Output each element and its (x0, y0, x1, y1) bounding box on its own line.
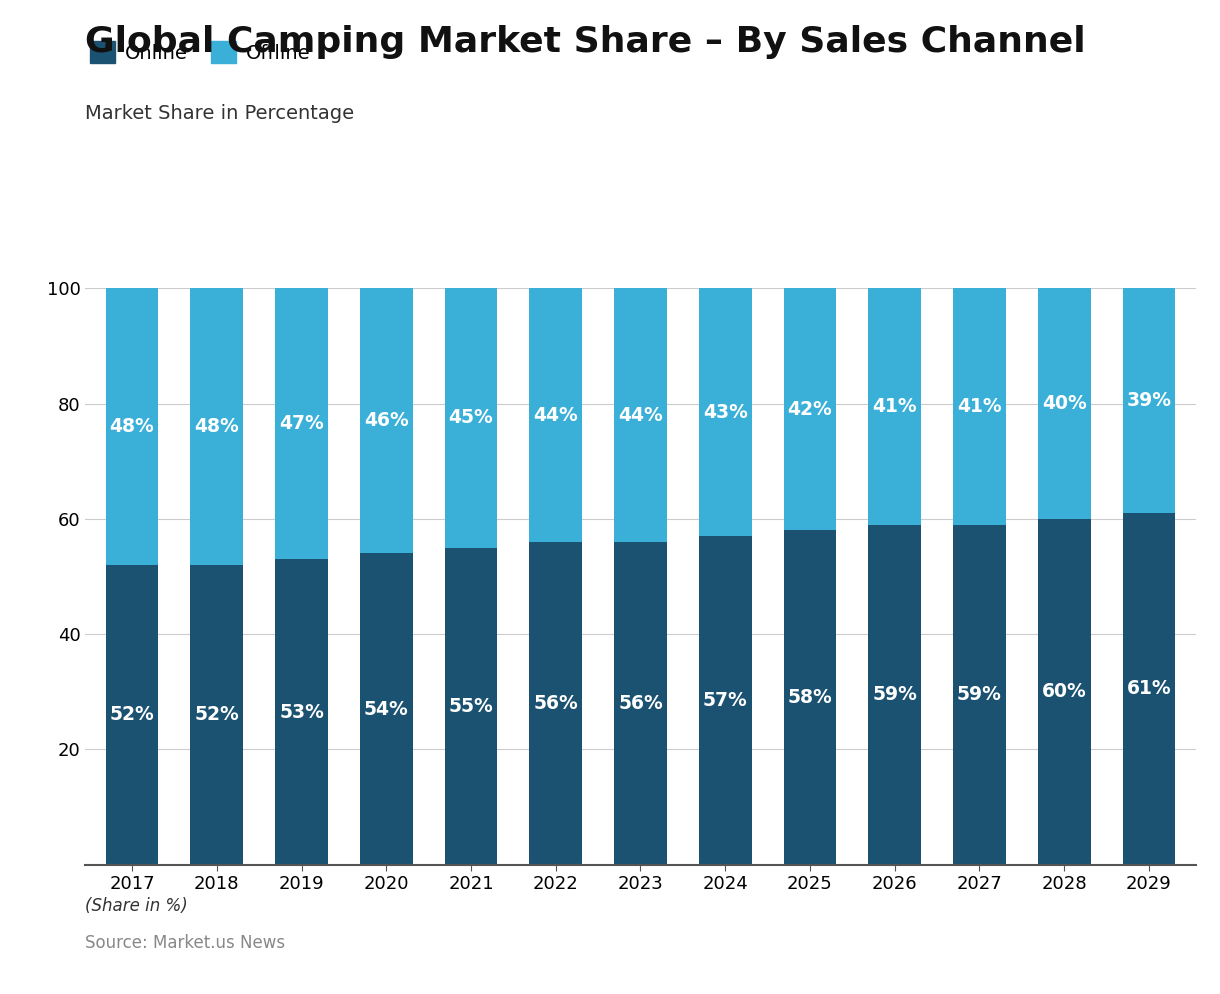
Text: 56%: 56% (619, 694, 662, 713)
Text: 56%: 56% (533, 694, 578, 713)
Bar (869, 288, 921, 525)
Bar (445, 548, 498, 865)
Bar (953, 525, 1005, 865)
Bar (106, 288, 159, 565)
Text: 42%: 42% (788, 400, 832, 418)
Bar (276, 288, 328, 560)
Text: 55%: 55% (449, 697, 493, 716)
Text: 48%: 48% (110, 417, 155, 436)
Bar (106, 565, 159, 865)
Bar (1128, 288, 1169, 865)
Text: 60%: 60% (1042, 682, 1087, 702)
Text: Global Camping Market Share – By Sales Channel: Global Camping Market Share – By Sales C… (85, 25, 1086, 59)
Text: 48%: 48% (194, 417, 239, 436)
Text: 59%: 59% (872, 685, 917, 704)
Bar (789, 288, 831, 865)
Bar (614, 542, 667, 865)
Bar (699, 288, 752, 536)
Text: 52%: 52% (110, 706, 155, 725)
Bar (536, 288, 576, 865)
Bar (1038, 519, 1091, 865)
Bar (875, 288, 915, 865)
Bar (953, 288, 1005, 525)
Text: 46%: 46% (364, 412, 409, 430)
Text: 59%: 59% (956, 685, 1002, 704)
Bar (360, 288, 412, 554)
Bar (281, 288, 322, 865)
Text: 47%: 47% (279, 414, 323, 433)
Bar (783, 531, 836, 865)
Text: 45%: 45% (449, 409, 493, 427)
Text: 44%: 44% (533, 406, 578, 424)
Text: 52%: 52% (194, 706, 239, 725)
Text: 39%: 39% (1126, 392, 1171, 411)
Text: 61%: 61% (1127, 680, 1171, 699)
Text: 41%: 41% (958, 397, 1002, 415)
Bar (1044, 288, 1085, 865)
Bar (1122, 513, 1175, 865)
Bar (529, 542, 582, 865)
Bar (450, 288, 492, 865)
Text: 41%: 41% (872, 397, 917, 415)
Bar (1038, 288, 1091, 519)
Bar (366, 288, 406, 865)
Text: 53%: 53% (279, 703, 325, 722)
Bar (783, 288, 836, 531)
Text: (Share in %): (Share in %) (85, 897, 188, 914)
Bar (869, 525, 921, 865)
Bar (196, 288, 237, 865)
Bar (360, 554, 412, 865)
Bar (614, 288, 667, 542)
Bar (1122, 288, 1175, 513)
Text: Market Share in Percentage: Market Share in Percentage (85, 104, 355, 123)
Bar (529, 288, 582, 542)
Bar (190, 565, 243, 865)
Bar (112, 288, 152, 865)
Text: 43%: 43% (703, 403, 748, 421)
Text: 44%: 44% (619, 406, 662, 424)
Bar (705, 288, 745, 865)
Text: 54%: 54% (364, 700, 409, 719)
Text: 58%: 58% (788, 688, 832, 707)
Bar (620, 288, 661, 865)
Bar (445, 288, 498, 548)
Text: Source: Market.us News: Source: Market.us News (85, 934, 285, 952)
Text: 40%: 40% (1042, 394, 1087, 414)
Text: 57%: 57% (703, 691, 748, 710)
Bar (276, 560, 328, 865)
Bar (699, 536, 752, 865)
Bar (190, 288, 243, 565)
Legend: Online, Offline: Online, Offline (89, 42, 310, 63)
Bar (959, 288, 1000, 865)
